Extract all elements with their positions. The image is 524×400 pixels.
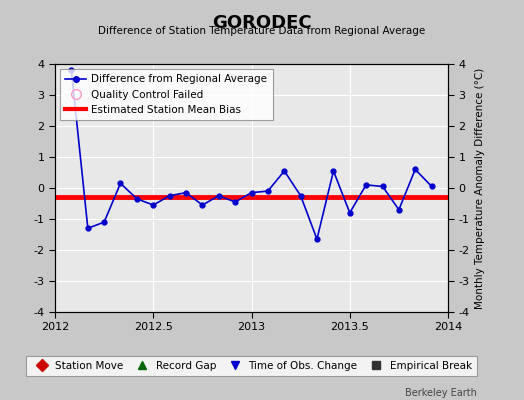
Legend: Station Move, Record Gap, Time of Obs. Change, Empirical Break: Station Move, Record Gap, Time of Obs. C… xyxy=(26,356,477,376)
Legend: Difference from Regional Average, Quality Control Failed, Estimated Station Mean: Difference from Regional Average, Qualit… xyxy=(60,69,272,120)
Text: Berkeley Earth: Berkeley Earth xyxy=(405,388,477,398)
Text: GORODEC: GORODEC xyxy=(212,14,312,32)
Text: Difference of Station Temperature Data from Regional Average: Difference of Station Temperature Data f… xyxy=(99,26,425,36)
Y-axis label: Monthly Temperature Anomaly Difference (°C): Monthly Temperature Anomaly Difference (… xyxy=(475,67,485,309)
